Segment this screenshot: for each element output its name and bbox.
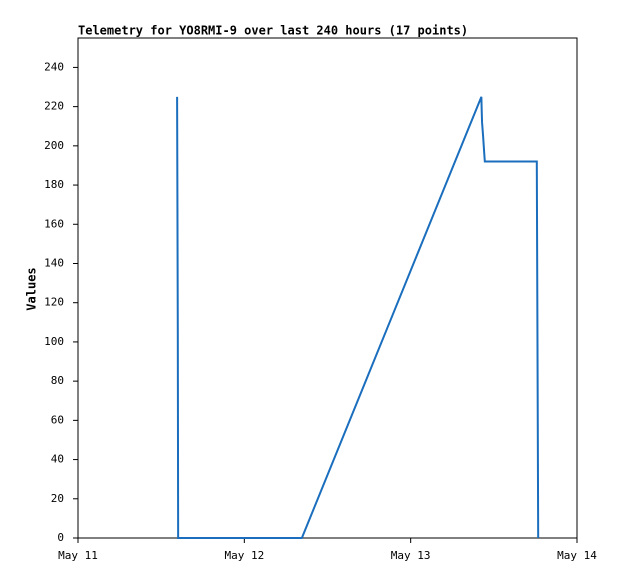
y-tick-label: 0 xyxy=(57,531,64,544)
y-tick-label: 60 xyxy=(51,413,64,426)
y-tick-label: 20 xyxy=(51,492,64,505)
y-tick-label: 100 xyxy=(44,335,64,348)
y-tick-label: 200 xyxy=(44,139,64,152)
chart-title: Telemetry for YO8RMI-9 over last 240 hou… xyxy=(78,24,468,38)
x-tick-label: May 13 xyxy=(391,549,431,562)
x-tick-label: May 14 xyxy=(557,549,597,562)
y-tick-label: 180 xyxy=(44,178,64,191)
x-tick-label: May 12 xyxy=(224,549,264,562)
y-axis-label: Values xyxy=(25,267,39,310)
y-tick-label: 240 xyxy=(44,60,64,73)
y-tick-label: 40 xyxy=(51,453,64,466)
plot-frame xyxy=(77,37,578,539)
y-tick-label: 80 xyxy=(51,374,64,387)
y-tick-label: 120 xyxy=(44,296,64,309)
x-tick-label: May 11 xyxy=(58,549,98,562)
y-tick-label: 140 xyxy=(44,256,64,269)
data-line xyxy=(176,96,540,539)
y-tick-label: 160 xyxy=(44,217,64,230)
y-tick-label: 220 xyxy=(44,100,64,113)
